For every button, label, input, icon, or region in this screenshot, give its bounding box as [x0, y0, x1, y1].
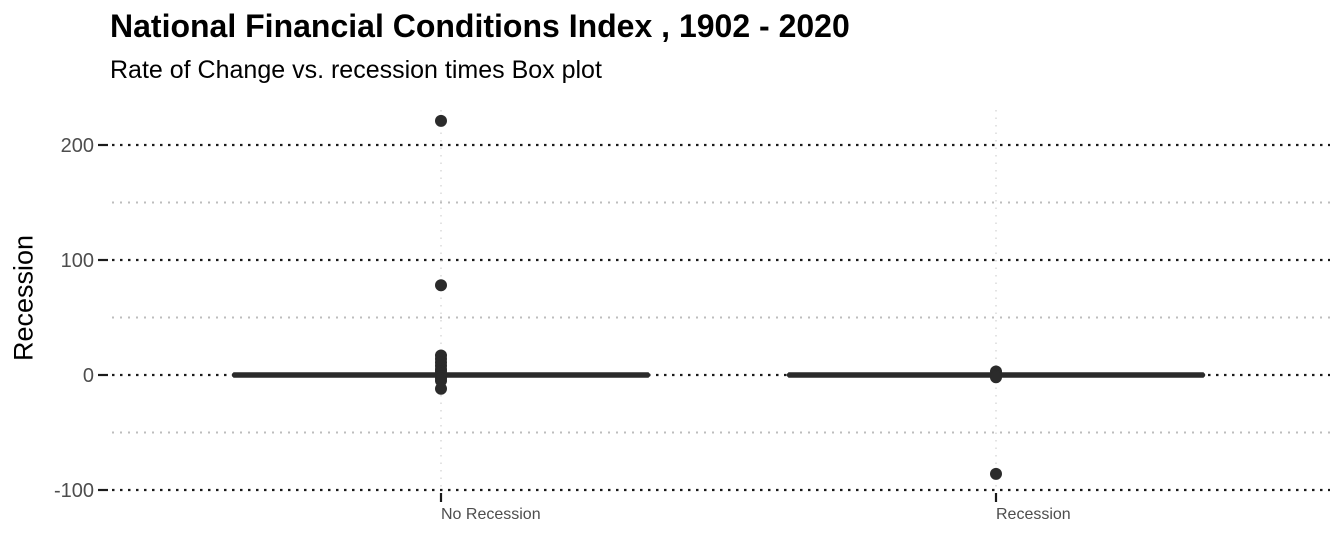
chart-title: National Financial Conditions Index , 19…	[110, 8, 850, 44]
outlier-point	[435, 279, 447, 292]
outlier-point	[990, 371, 1002, 384]
outlier-point	[435, 382, 447, 395]
x-tick-label: Recession	[996, 506, 1071, 523]
grid-layer	[112, 110, 1330, 492]
x-tick-label: No Recession	[441, 506, 541, 523]
box-recession	[786, 365, 1206, 480]
box-no-recession	[231, 114, 651, 395]
y-tick-label: -100	[54, 480, 94, 502]
y-tick-label: 0	[83, 365, 94, 387]
box-layer	[231, 114, 1206, 480]
y-tick-label: 200	[61, 135, 94, 157]
y-tick-label: 100	[61, 250, 94, 272]
outlier-point	[990, 467, 1002, 480]
axis-layer: -100 0 100 200 No Recession Recession	[54, 135, 1071, 523]
chart-subtitle: Rate of Change vs. recession times Box p…	[110, 56, 602, 84]
outlier-point	[435, 114, 447, 127]
